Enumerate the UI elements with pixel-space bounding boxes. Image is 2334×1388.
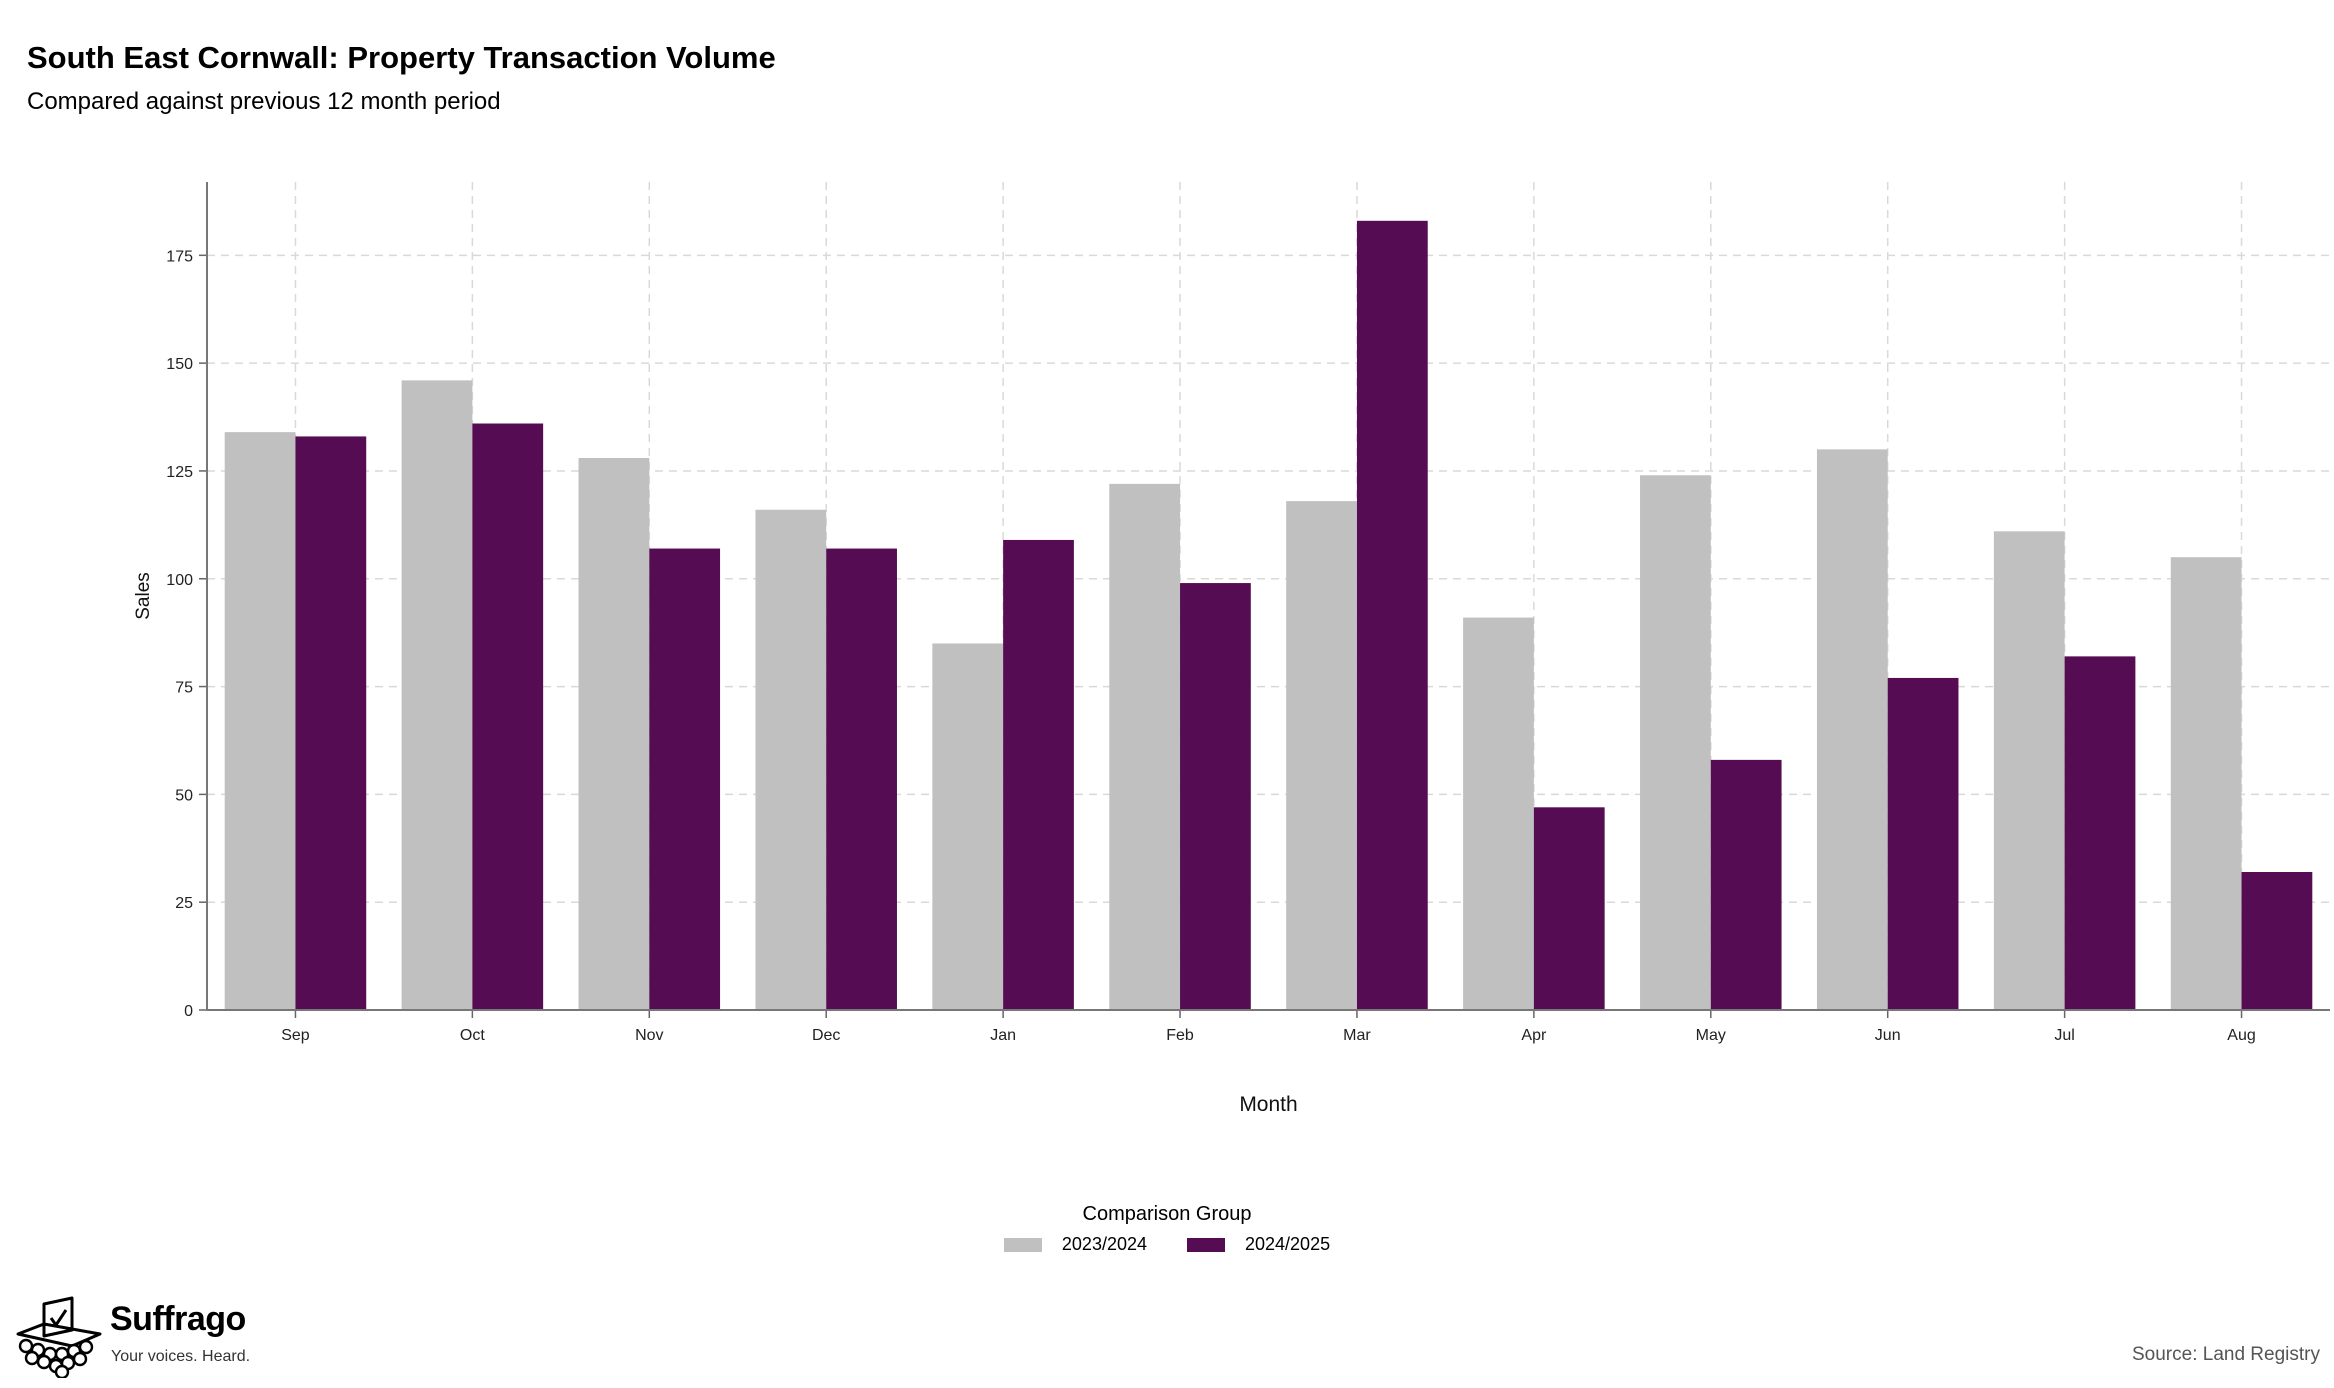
brand-name: Suffrago — [110, 1300, 246, 1338]
x-tick-label: Jul — [2054, 1027, 2074, 1044]
bar-2024-2025-jun — [1887, 677, 1959, 1010]
legend-label-2024-2025: 2024/2025 — [1245, 1234, 1331, 1254]
x-tick-label: Jan — [990, 1027, 1016, 1044]
legend-label-2023-2024: 2023/2024 — [1061, 1234, 1147, 1254]
x-tick-label: Feb — [1166, 1027, 1194, 1044]
bar-2023-2024-dec — [755, 509, 827, 1010]
bar-2023-2024-nov — [578, 458, 650, 1010]
bar-chart: 0 25 50 75 100 125 150 175 Sep Oct Nov Dec Jan Feb Mar… — [133, 182, 2330, 1116]
y-tick-label: 0 — [184, 1003, 193, 1020]
bar-2023-2024-jan — [932, 643, 1004, 1010]
bar-2024-2025-oct — [472, 423, 544, 1010]
chart-title: South East Cornwall: Property Transactio… — [27, 40, 776, 75]
bar-2024-2025-aug — [2241, 872, 2313, 1010]
y-tick-label: 175 — [166, 248, 193, 265]
bar-2024-2025-mar — [1356, 220, 1428, 1010]
legend: 2023/2024 2024/2025 — [0, 1234, 2334, 1255]
bar-2023-2024-apr — [1463, 617, 1534, 1010]
bar-2024-2025-may — [1710, 759, 1782, 1010]
bar-2024-2025-jan — [1003, 539, 1074, 1010]
bar-2024-2025-nov — [649, 548, 721, 1010]
x-tick-label: Oct — [460, 1027, 485, 1044]
x-tick-label: Apr — [1521, 1027, 1547, 1044]
x-tick-label: Mar — [1343, 1027, 1371, 1044]
bar-2023-2024-oct — [401, 380, 473, 1010]
x-tick-label: Sep — [281, 1027, 310, 1044]
bar-2023-2024-mar — [1286, 501, 1357, 1010]
bar-2024-2025-feb — [1180, 583, 1251, 1010]
y-tick-label: 50 — [175, 787, 193, 804]
legend-item-2023-2024: 2023/2024 — [1003, 1234, 1147, 1255]
y-axis-title: Sales — [133, 572, 154, 620]
x-tick-label: May — [1696, 1027, 1726, 1044]
bar-2023-2024-sep — [224, 432, 296, 1010]
chart-subtitle: Compared against previous 12 month perio… — [27, 88, 501, 115]
legend-item-2024-2025: 2024/2025 — [1187, 1234, 1330, 1255]
y-tick-label: 75 — [175, 680, 193, 697]
y-tick-label: 100 — [166, 572, 193, 589]
bar-2023-2024-jun — [1816, 449, 1888, 1010]
bar-2023-2024-may — [1640, 475, 1711, 1010]
y-tick-label: 125 — [166, 464, 193, 481]
y-tick-label: 25 — [175, 895, 193, 912]
bar-2024-2025-jul — [2064, 656, 2136, 1010]
bar-2024-2025-dec — [826, 548, 897, 1010]
x-tick-label: Dec — [812, 1027, 840, 1044]
bar-2023-2024-aug — [2170, 557, 2242, 1010]
legend-swatch-2023-2024 — [1003, 1237, 1042, 1252]
ballot-box-icon — [16, 1296, 102, 1378]
source-note: Source: Land Registry — [2132, 1344, 2320, 1365]
x-axis-title: Month — [1239, 1093, 1297, 1116]
legend-title: Comparison Group — [1082, 1203, 1252, 1225]
x-tick-label: Aug — [2227, 1027, 2255, 1044]
legend-swatch-2024-2025 — [1187, 1237, 1225, 1252]
x-tick-label: Jun — [1875, 1027, 1901, 1044]
bar-2024-2025-apr — [1533, 807, 1605, 1010]
y-tick-label: 150 — [166, 356, 193, 373]
brand-tagline: Your voices. Heard. — [111, 1348, 251, 1365]
x-tick-label: Nov — [635, 1027, 663, 1044]
bar-2023-2024-jul — [1993, 531, 2065, 1010]
bar-2024-2025-sep — [295, 436, 367, 1010]
bar-2023-2024-feb — [1109, 483, 1181, 1010]
